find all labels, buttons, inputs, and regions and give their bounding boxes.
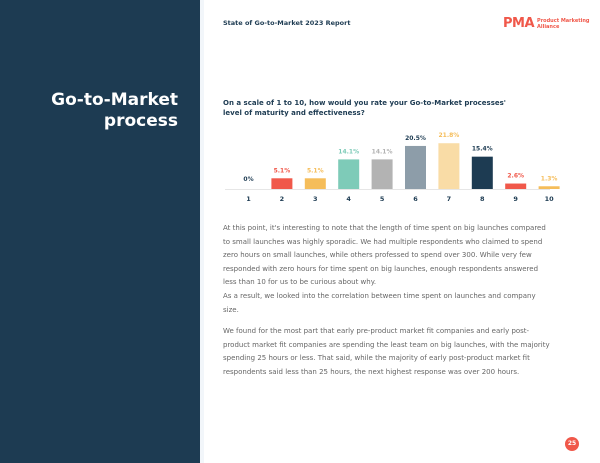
data-label: 2.6%	[507, 173, 524, 180]
bar-4	[338, 159, 360, 189]
x-tick-label: 5	[380, 195, 385, 203]
bar-6	[405, 145, 426, 189]
data-label: 14.1%	[372, 148, 393, 155]
bar-8	[471, 156, 493, 189]
chart-question: On a scale of 1 to 10, how would you rat…	[223, 99, 506, 117]
x-tick-label: 2	[280, 195, 285, 203]
x-tick-label: 10	[545, 195, 555, 203]
data-label: 5.1%	[274, 167, 291, 174]
x-tick-label: 8	[480, 195, 485, 203]
bar-9	[505, 183, 527, 189]
paragraph: As a result, we looked into the correlat…	[223, 292, 536, 314]
paragraph: We found for the most part that early pr…	[223, 327, 550, 376]
x-tick-label: 1	[246, 195, 251, 203]
logo-name-line: Alliance	[537, 23, 560, 30]
x-tick-label: 3	[313, 195, 318, 203]
bar-3	[304, 178, 326, 189]
pma-logo: PMA Product Marketing Alliance	[503, 16, 589, 31]
x-tick-label: 4	[346, 195, 351, 203]
report-title: State of Go-to-Market 2023 Report	[223, 19, 351, 27]
data-label: 14.1%	[338, 148, 359, 155]
data-label: 1.3%	[541, 175, 558, 182]
data-label: 5.1%	[307, 167, 324, 174]
divider	[200, 0, 204, 463]
data-label: 20.5%	[405, 135, 426, 142]
section-title-line: Go-to-Market	[51, 90, 178, 110]
data-label: 0%	[243, 176, 253, 183]
section-title: Go-to-Market process	[51, 90, 178, 132]
bar-chart: 0% 1 5.1% 2 5.1% 3 14.1% 4 14.1% 5 20.5% 6 21.8% 7 15.…	[225, 132, 560, 203]
data-label: 21.8%	[438, 132, 459, 139]
bar-2	[271, 178, 293, 189]
logo-name-line: Product Marketing	[537, 17, 590, 24]
bar-5	[371, 159, 393, 189]
paragraph: At this point, it's interesting to note …	[223, 224, 546, 286]
data-label: 15.4%	[472, 146, 493, 153]
section-title-line: process	[103, 111, 178, 131]
page-number: 25	[565, 437, 579, 451]
x-tick-label: 6	[413, 195, 418, 203]
x-tick-label: 7	[447, 195, 452, 203]
logo-mark: PMA	[503, 16, 535, 31]
sidebar-panel: Go-to-Market process	[0, 0, 200, 463]
logo-name: Product Marketing Alliance	[537, 18, 589, 30]
bar-10	[538, 186, 560, 189]
bar-7	[438, 143, 460, 189]
x-tick-label: 9	[513, 195, 518, 203]
